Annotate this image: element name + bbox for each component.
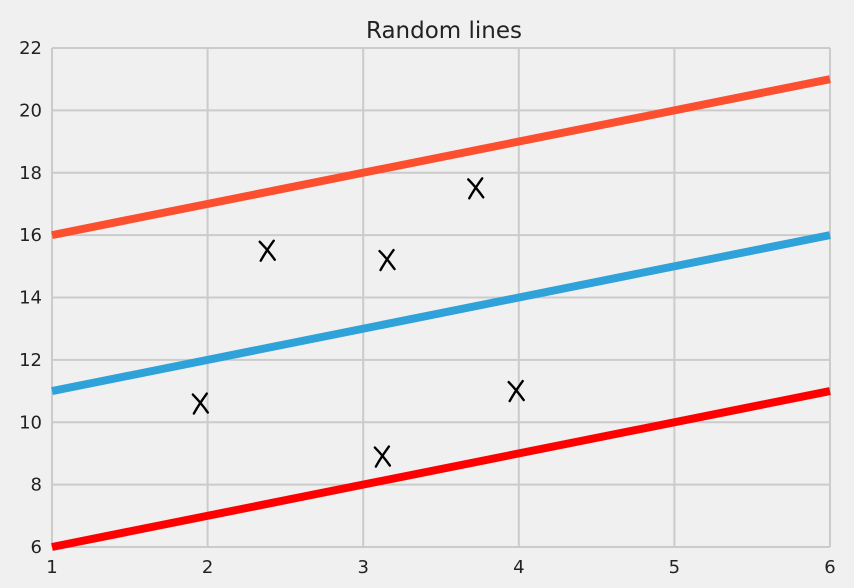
hand-drawn-x-mark-3 bbox=[467, 177, 485, 200]
x-tick-label-2: 2 bbox=[202, 557, 213, 578]
grid bbox=[51, 47, 831, 548]
series-line-1 bbox=[51, 75, 831, 240]
series-line-2 bbox=[51, 231, 831, 395]
y-tick-label-16: 16 bbox=[19, 225, 42, 246]
y-axis-ticks: 6 8 10 12 14 16 18 20 22 bbox=[19, 38, 42, 558]
x-tick-label-5: 5 bbox=[669, 557, 680, 578]
y-tick-label-18: 18 bbox=[19, 163, 42, 184]
series-line-3 bbox=[51, 387, 831, 551]
y-tick-label-22: 22 bbox=[19, 38, 42, 59]
hand-drawn-x-mark-6 bbox=[373, 445, 392, 468]
x-tick-label-3: 3 bbox=[357, 557, 368, 578]
series-group bbox=[51, 75, 831, 551]
y-tick-label-6: 6 bbox=[31, 537, 42, 558]
hand-drawn-x-mark-2 bbox=[378, 248, 396, 272]
y-tick-label-10: 10 bbox=[19, 412, 42, 433]
x-tick-label-4: 4 bbox=[513, 557, 524, 578]
y-tick-label-12: 12 bbox=[19, 350, 42, 371]
annotation-marks bbox=[191, 177, 525, 468]
x-axis-ticks: 1 2 3 4 5 6 bbox=[46, 557, 835, 578]
x-tick-label-1: 1 bbox=[46, 557, 57, 578]
x-tick-label-6: 6 bbox=[824, 557, 835, 578]
y-tick-label-14: 14 bbox=[19, 288, 42, 309]
hand-drawn-x-mark-5 bbox=[507, 379, 525, 403]
y-tick-label-20: 20 bbox=[19, 100, 42, 121]
hand-drawn-x-mark-4 bbox=[191, 392, 210, 415]
chart-title: Random lines bbox=[366, 18, 522, 44]
y-tick-label-8: 8 bbox=[31, 475, 42, 496]
hand-drawn-x-mark-1 bbox=[258, 239, 276, 262]
